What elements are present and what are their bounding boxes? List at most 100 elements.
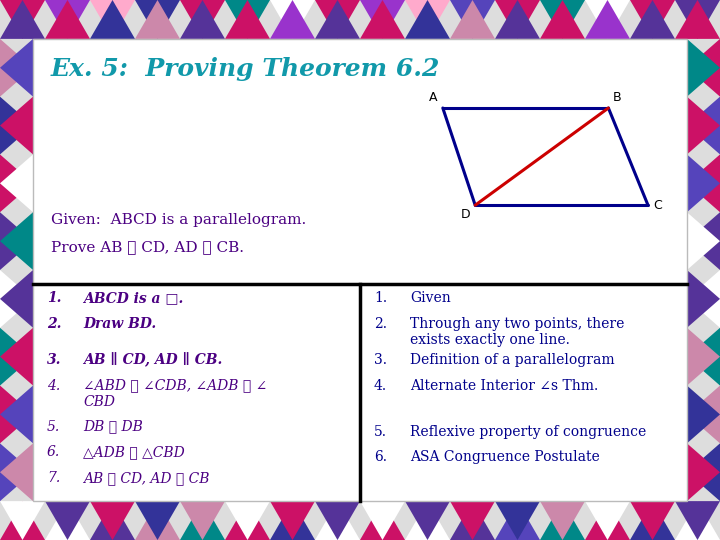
Polygon shape xyxy=(495,501,540,540)
Polygon shape xyxy=(540,501,585,540)
Polygon shape xyxy=(630,0,675,39)
Polygon shape xyxy=(0,154,33,212)
Polygon shape xyxy=(405,0,450,39)
Text: 1.: 1. xyxy=(47,292,61,306)
Polygon shape xyxy=(450,0,495,39)
Polygon shape xyxy=(687,443,720,501)
Polygon shape xyxy=(687,154,720,212)
Polygon shape xyxy=(270,501,315,540)
Polygon shape xyxy=(687,270,720,328)
Polygon shape xyxy=(270,0,315,39)
Polygon shape xyxy=(225,0,270,39)
Text: AB ∥ CD, AD ∥ CB.: AB ∥ CD, AD ∥ CB. xyxy=(83,353,222,368)
Polygon shape xyxy=(0,328,33,386)
Polygon shape xyxy=(0,443,33,501)
Text: 1.: 1. xyxy=(374,292,387,306)
Text: 4.: 4. xyxy=(47,379,60,393)
Text: △ADB ≅ △CBD: △ADB ≅ △CBD xyxy=(83,445,185,459)
Polygon shape xyxy=(315,501,360,540)
Polygon shape xyxy=(675,0,720,39)
Polygon shape xyxy=(687,212,720,270)
Polygon shape xyxy=(135,501,180,540)
Polygon shape xyxy=(360,0,405,39)
Polygon shape xyxy=(0,501,45,540)
Polygon shape xyxy=(0,270,33,328)
Polygon shape xyxy=(687,97,720,154)
Polygon shape xyxy=(585,501,630,540)
Polygon shape xyxy=(0,501,45,540)
Polygon shape xyxy=(270,501,315,540)
Text: 2.: 2. xyxy=(47,317,61,331)
Polygon shape xyxy=(540,0,585,39)
Text: 5.: 5. xyxy=(47,420,60,434)
Polygon shape xyxy=(687,443,720,501)
Polygon shape xyxy=(0,443,33,501)
Polygon shape xyxy=(135,0,180,39)
Polygon shape xyxy=(687,154,720,212)
Polygon shape xyxy=(315,0,360,39)
Text: ASA Congruence Postulate: ASA Congruence Postulate xyxy=(410,450,600,464)
Polygon shape xyxy=(135,0,180,39)
Text: 7.: 7. xyxy=(47,471,60,485)
Polygon shape xyxy=(540,501,585,540)
Polygon shape xyxy=(225,501,270,540)
Polygon shape xyxy=(405,0,450,39)
Polygon shape xyxy=(360,501,405,540)
Polygon shape xyxy=(0,0,45,39)
Polygon shape xyxy=(0,39,33,97)
Polygon shape xyxy=(0,386,33,443)
Polygon shape xyxy=(687,212,720,270)
Text: 6.: 6. xyxy=(47,445,60,459)
Polygon shape xyxy=(90,0,135,39)
Text: Prove AB ≅ CD, AD ≅ CB.: Prove AB ≅ CD, AD ≅ CB. xyxy=(51,240,244,254)
Text: 3.: 3. xyxy=(374,353,387,367)
Polygon shape xyxy=(315,501,360,540)
Polygon shape xyxy=(495,501,540,540)
Text: 2.: 2. xyxy=(374,317,387,331)
Text: 3.: 3. xyxy=(47,353,61,367)
Polygon shape xyxy=(225,501,270,540)
Text: A: A xyxy=(429,91,438,104)
Polygon shape xyxy=(495,0,540,39)
Text: DB ≅ DB: DB ≅ DB xyxy=(83,420,143,434)
Polygon shape xyxy=(45,501,90,540)
Polygon shape xyxy=(687,386,720,443)
Polygon shape xyxy=(585,0,630,39)
Polygon shape xyxy=(360,501,405,540)
Polygon shape xyxy=(0,212,33,270)
Polygon shape xyxy=(0,212,33,270)
Polygon shape xyxy=(450,0,495,39)
Polygon shape xyxy=(180,501,225,540)
Text: Given:  ABCD is a parallelogram.: Given: ABCD is a parallelogram. xyxy=(51,213,306,227)
Polygon shape xyxy=(180,0,225,39)
Text: Reflexive property of congruence: Reflexive property of congruence xyxy=(410,424,647,438)
Polygon shape xyxy=(0,0,45,39)
Text: 5.: 5. xyxy=(374,424,387,438)
Polygon shape xyxy=(0,39,33,97)
Polygon shape xyxy=(180,0,225,39)
Polygon shape xyxy=(0,154,33,212)
Polygon shape xyxy=(687,39,720,97)
Text: ∠ABD ≅ ∠CDB, ∠ADB ≅ ∠
CBD: ∠ABD ≅ ∠CDB, ∠ADB ≅ ∠ CBD xyxy=(83,379,267,409)
Polygon shape xyxy=(687,97,720,154)
Polygon shape xyxy=(540,0,585,39)
Bar xyxy=(33,39,687,501)
Text: Definition of a parallelogram: Definition of a parallelogram xyxy=(410,353,615,367)
Polygon shape xyxy=(90,0,135,39)
Polygon shape xyxy=(687,386,720,443)
Text: ABCD is a □.: ABCD is a □. xyxy=(83,292,184,306)
Text: 6.: 6. xyxy=(374,450,387,464)
Polygon shape xyxy=(135,501,180,540)
Polygon shape xyxy=(0,97,33,154)
Polygon shape xyxy=(0,386,33,443)
Polygon shape xyxy=(90,501,135,540)
Text: AB ≅ CD, AD ≅ CB: AB ≅ CD, AD ≅ CB xyxy=(83,471,210,485)
Polygon shape xyxy=(687,328,720,386)
Polygon shape xyxy=(270,0,315,39)
Text: 4.: 4. xyxy=(374,379,387,393)
Polygon shape xyxy=(630,501,675,540)
Polygon shape xyxy=(0,97,33,154)
Text: D: D xyxy=(461,208,470,221)
Text: Draw BD.: Draw BD. xyxy=(83,317,156,331)
Polygon shape xyxy=(630,0,675,39)
